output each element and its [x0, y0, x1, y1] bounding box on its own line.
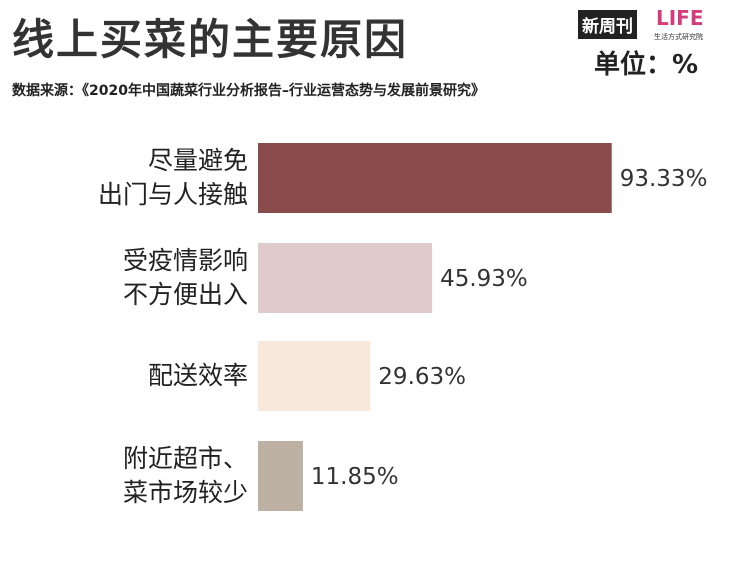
logo-caption: 生活方式研究院 — [654, 33, 703, 41]
unit-label: 单位：% — [594, 50, 699, 80]
bar — [258, 143, 612, 213]
value-label: 11.85% — [311, 464, 399, 490]
bar — [258, 243, 433, 313]
source: 数据来源：《2020年中国蔬菜行业分析报告–行业运营态势与发展前景研究》 — [12, 83, 485, 99]
bar — [258, 341, 371, 411]
category-label: 尽量避免 出门与人接触 — [97, 146, 248, 209]
value-label: 45.93% — [440, 266, 528, 292]
value-label: 29.63% — [378, 364, 466, 390]
chart-title: 线上买菜的主要原因 — [12, 15, 409, 64]
value-label: 93.33% — [620, 166, 708, 192]
category-label: 受疫情影响 不方便出入 — [122, 246, 248, 309]
category-label: 配送效率 — [147, 361, 248, 390]
logo: LIFE — [656, 6, 704, 30]
category-label: 附近超市、 菜市场较少 — [122, 444, 248, 507]
logo: 新周刊 — [578, 10, 637, 39]
bar — [258, 441, 303, 511]
